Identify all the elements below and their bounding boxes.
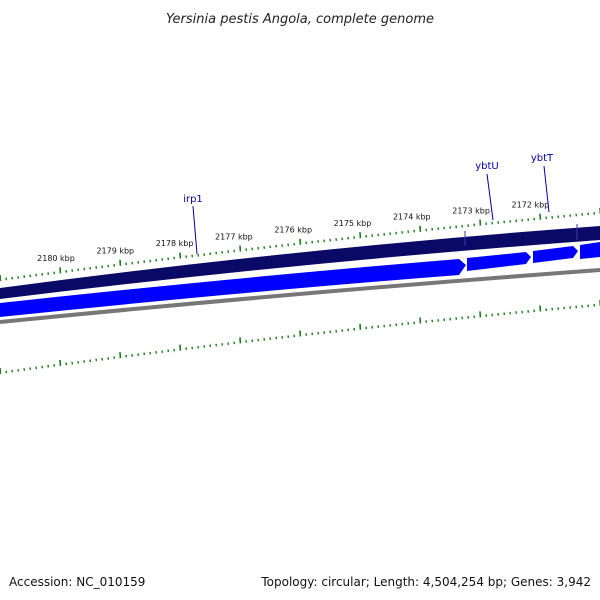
scale-labels: 2180 kbp 2179 kbp 2178 kbp 2177 kbp 2176 kbp… xyxy=(37,201,549,263)
inner-tick-row xyxy=(0,300,600,375)
gene-label-irp1-group: irp1 xyxy=(183,194,203,255)
gene-arrow-edge xyxy=(580,242,600,259)
scale-label: 2178 kbp xyxy=(156,239,194,248)
outer-tick-row xyxy=(0,208,600,282)
scale-label: 2173 kbp xyxy=(452,207,490,216)
scale-label: 2174 kbp xyxy=(393,213,431,222)
gene-label-irp1: irp1 xyxy=(183,194,203,205)
gene-label-ybtT-group: ybtT xyxy=(531,153,554,213)
gene-label-ybtU: ybtU xyxy=(475,161,499,172)
scale-label: 2175 kbp xyxy=(334,219,372,228)
gene-arrow-ybtU xyxy=(467,252,531,271)
scale-label: 2172 kbp xyxy=(512,201,550,210)
accession-text: Accession: NC_010159 xyxy=(9,575,145,589)
scale-label: 2180 kbp xyxy=(37,254,75,263)
scale-label: 2176 kbp xyxy=(274,226,312,235)
gene-label-ybtT: ybtT xyxy=(531,153,554,164)
reverse-strand-gene-band xyxy=(0,226,600,299)
reverse-strand-gene-boundaries xyxy=(464,224,578,246)
map-title: Yersinia pestis Angola, complete genome xyxy=(166,12,434,27)
genome-backbone xyxy=(0,268,600,324)
forward-strand-gene-band xyxy=(0,259,466,317)
gene-label-ybtU-group: ybtU xyxy=(475,161,499,221)
gene-arrow-ybtT xyxy=(533,246,578,263)
scale-label: 2177 kbp xyxy=(215,232,253,241)
scale-label: 2179 kbp xyxy=(96,246,134,255)
genome-summary-text: Topology: circular; Length: 4,504,254 bp… xyxy=(260,575,591,589)
